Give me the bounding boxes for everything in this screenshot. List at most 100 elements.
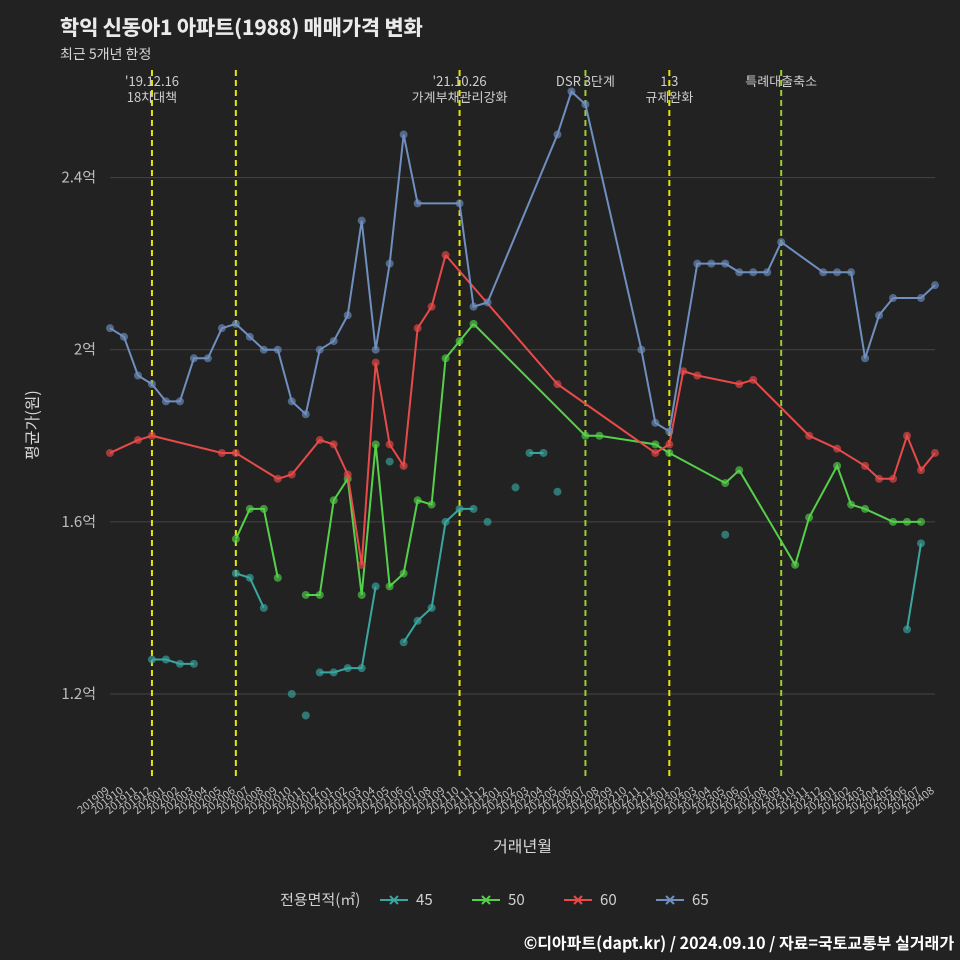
series-marker-65 [931, 281, 939, 289]
series-marker-50 [847, 501, 855, 509]
series-marker-65 [330, 337, 338, 345]
series-marker-65 [232, 320, 240, 328]
series-marker-65 [288, 397, 296, 405]
series-marker-50 [400, 569, 408, 577]
series-marker-45 [721, 531, 729, 539]
series-marker-60 [372, 359, 380, 367]
series-line-60 [110, 436, 152, 453]
annotation-label: 18차대책 [127, 87, 177, 106]
series-marker-50 [386, 582, 394, 590]
series-marker-60 [400, 462, 408, 470]
series-marker-50 [470, 320, 478, 328]
series-marker-65 [917, 294, 925, 302]
series-marker-65 [372, 346, 380, 354]
series-marker-45 [260, 604, 268, 612]
series-marker-65 [777, 238, 785, 246]
series-marker-65 [148, 380, 156, 388]
series-marker-60 [931, 449, 939, 457]
legend-label: 60 [600, 889, 617, 910]
series-marker-50 [581, 432, 589, 440]
series-marker-50 [903, 518, 911, 526]
series-marker-45 [917, 539, 925, 547]
series-marker-65 [260, 346, 268, 354]
series-marker-60 [833, 445, 841, 453]
series-marker-50 [246, 505, 254, 513]
series-line-65 [893, 285, 935, 298]
chart-canvas: 1.2억1.6억2억2.4억평균가(원)'19.12.1618차대책'21.10… [0, 0, 960, 960]
series-marker-65 [861, 354, 869, 362]
series-marker-65 [358, 217, 366, 225]
series-marker-50 [428, 501, 436, 509]
series-marker-50 [358, 591, 366, 599]
series-marker-50 [805, 514, 813, 522]
series-marker-60 [442, 251, 450, 259]
series-marker-60 [553, 380, 561, 388]
series-marker-45 [386, 458, 394, 466]
series-line-65 [110, 135, 418, 415]
series-marker-60 [665, 440, 673, 448]
series-marker-60 [148, 432, 156, 440]
y-axis-title: 평균가(원) [19, 390, 43, 460]
series-marker-60 [288, 470, 296, 478]
series-marker-45 [246, 574, 254, 582]
series-marker-45 [428, 604, 436, 612]
series-marker-60 [903, 432, 911, 440]
series-line-45 [320, 586, 376, 672]
series-marker-45 [176, 660, 184, 668]
series-marker-50 [372, 440, 380, 448]
series-marker-50 [735, 466, 743, 474]
legend-label: 50 [508, 889, 525, 910]
legend-title: 전용면적(㎡) [280, 889, 360, 910]
series-marker-60 [134, 436, 142, 444]
series-marker-65 [637, 346, 645, 354]
series-marker-45 [316, 668, 324, 676]
annotation-label: DSR 3단계 [556, 71, 615, 90]
series-line-60 [753, 380, 837, 449]
series-marker-65 [749, 268, 757, 276]
x-tick-label: 202408 [899, 783, 938, 818]
series-marker-60 [316, 436, 324, 444]
series-marker-60 [428, 303, 436, 311]
series-marker-65 [875, 311, 883, 319]
series-marker-50 [721, 479, 729, 487]
series-marker-45 [302, 711, 310, 719]
series-line-60 [236, 453, 292, 479]
footer-credit: ©디아파트(dapt.kr) / 2024.09.10 / 자료=국토교통부 실… [524, 930, 954, 954]
series-marker-65 [693, 260, 701, 268]
series-marker-60 [735, 380, 743, 388]
series-marker-50 [316, 591, 324, 599]
series-marker-65 [316, 346, 324, 354]
series-marker-60 [875, 475, 883, 483]
series-marker-65 [833, 268, 841, 276]
series-marker-65 [665, 427, 673, 435]
series-marker-45 [288, 690, 296, 698]
series-marker-45 [903, 625, 911, 633]
series-marker-65 [553, 131, 561, 139]
series-marker-65 [274, 346, 282, 354]
legend-label: 65 [692, 889, 709, 910]
series-marker-50 [791, 561, 799, 569]
series-marker-50 [302, 591, 310, 599]
series-marker-65 [470, 303, 478, 311]
series-marker-65 [567, 88, 575, 96]
annotation-label: 특례대출축소 [745, 71, 817, 90]
series-marker-65 [847, 268, 855, 276]
series-marker-65 [414, 199, 422, 207]
series-marker-60 [414, 324, 422, 332]
series-marker-65 [106, 324, 114, 332]
series-marker-65 [120, 333, 128, 341]
series-line-45 [152, 660, 194, 664]
annotation-label: 가계부채관리강화 [412, 87, 508, 106]
y-tick-label: 1.2억 [61, 683, 96, 704]
series-marker-65 [707, 260, 715, 268]
series-marker-65 [218, 324, 226, 332]
series-marker-65 [302, 410, 310, 418]
series-marker-45 [330, 668, 338, 676]
series-marker-45 [442, 518, 450, 526]
series-marker-45 [344, 664, 352, 672]
series-marker-65 [456, 199, 464, 207]
series-marker-60 [749, 376, 757, 384]
annotation-label: 규제완화 [645, 87, 693, 106]
series-marker-65 [581, 100, 589, 108]
series-marker-45 [162, 656, 170, 664]
